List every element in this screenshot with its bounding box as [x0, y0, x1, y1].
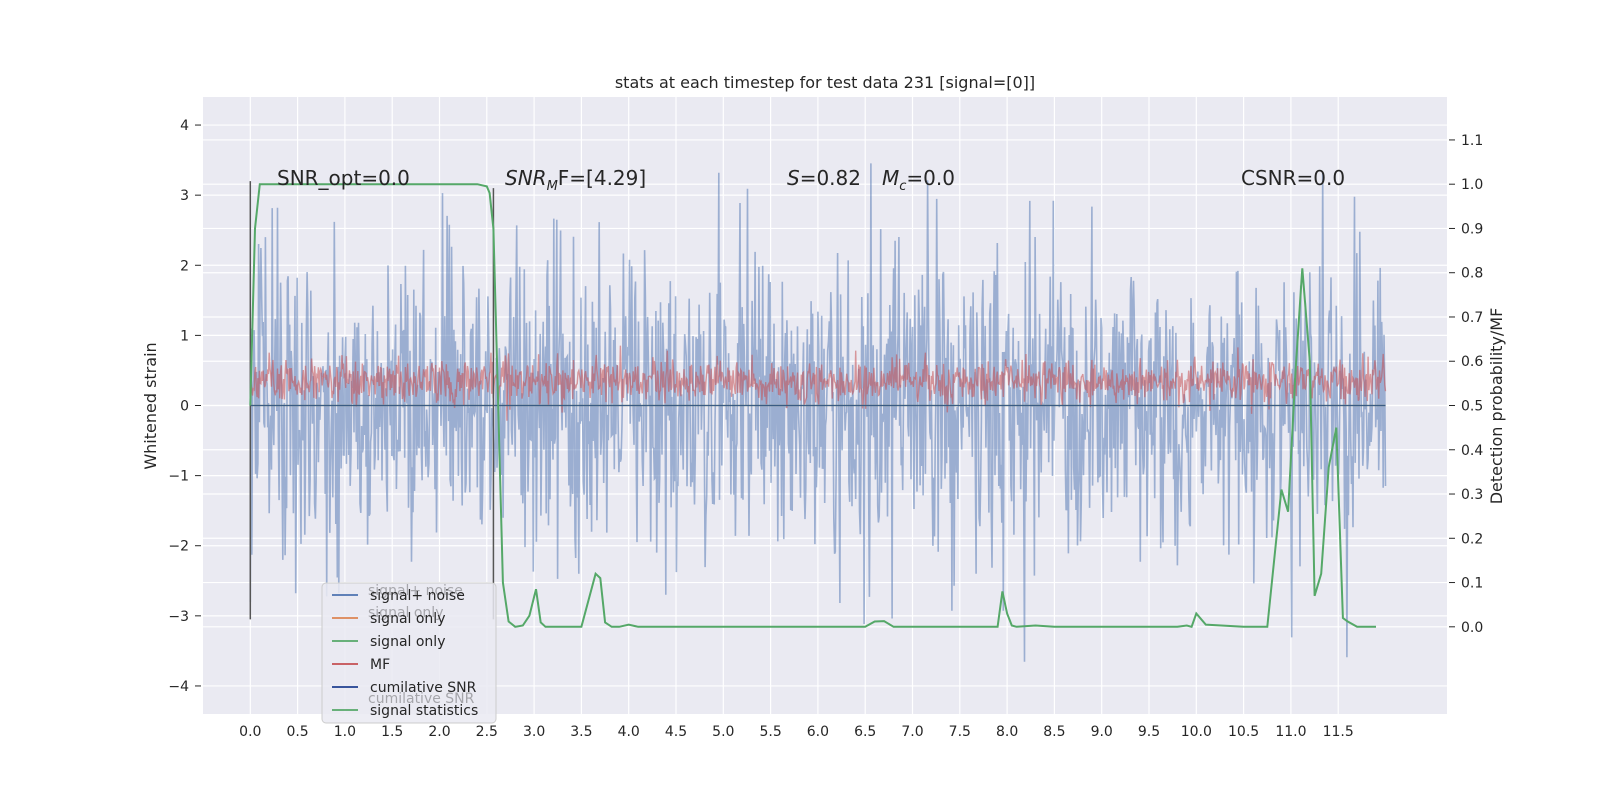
legend-ghost-label: signal+ noise	[368, 583, 463, 599]
mf-line	[249, 345, 1387, 421]
legend-ghost-label: signal only	[368, 605, 443, 621]
series-mf	[249, 345, 1387, 421]
x-tick-label: 3.5	[570, 724, 592, 740]
annotation-mc: Mc=0.0	[882, 166, 955, 194]
x-tick-label: 4.0	[618, 724, 640, 740]
x-axis-ticks: 0.0 0.5 1.0 1.5 2.0 2.5 3.0 3.5 4.0 4.5 5.0 5.5 6.0 6…	[239, 724, 1354, 740]
legend-label: signal+ noise	[370, 588, 465, 604]
x-tick-label: 2.0	[428, 724, 450, 740]
y2-tick-label: 1.0	[1461, 177, 1483, 193]
x-tick-label: 11.0	[1275, 724, 1306, 740]
annotation-snr-mf-tail: F=[4.29]	[558, 166, 646, 190]
y2-tick-label: 1.1	[1461, 133, 1483, 149]
annotation-s-tail: =0.82	[800, 166, 861, 190]
x-tick-label: 9.5	[1138, 724, 1160, 740]
annotation-snr-mf-sub: M	[547, 179, 558, 194]
legend-ghost-label: cumilative SNR	[368, 691, 475, 707]
y2-axis-ticks: 1.1 1.0 0.9 0.8 0.7 0.6 0.5 0.4 0.3 0.2 0.1 0.0	[1449, 133, 1483, 636]
x-tick-label: 11.5	[1323, 724, 1354, 740]
x-tick-label: 8.5	[1043, 724, 1065, 740]
annotation-csnr: CSNR=0.0	[1241, 166, 1345, 190]
x-tick-label: 1.5	[381, 724, 403, 740]
y2-tick-label: 0.5	[1461, 399, 1483, 415]
x-tick-label: 7.5	[949, 724, 971, 740]
x-tick-label: 5.0	[712, 724, 734, 740]
x-tick-label: 6.0	[807, 724, 829, 740]
y2-tick-label: 0.6	[1461, 354, 1483, 370]
annotation-s: S=0.82	[787, 166, 861, 190]
y2-tick-label: 0.0	[1461, 620, 1483, 636]
legend-label: cumilative SNR	[370, 680, 477, 696]
x-tick-label: 1.0	[334, 724, 356, 740]
x-tick-label: 2.5	[476, 724, 498, 740]
series-signal-statistics	[249, 183, 1376, 629]
y-tick-label: 4	[180, 118, 189, 134]
y-tick-label: −3	[168, 609, 189, 625]
y2-tick-label: 0.9	[1461, 221, 1483, 237]
x-tick-label: 3.0	[523, 724, 545, 740]
x-tick-label: 0.0	[239, 724, 261, 740]
x-tick-label: 4.5	[665, 724, 687, 740]
y2-tick-label: 0.7	[1461, 310, 1483, 326]
annotation-mc-sub: c	[899, 179, 906, 194]
x-tick-label: 6.5	[854, 724, 876, 740]
legend-label: signal only	[370, 611, 445, 627]
annotation-snr-mf: SNRMF=[4.29]	[505, 166, 646, 194]
legend-label: signal only	[370, 634, 445, 650]
signal-statistics-line	[249, 183, 1376, 629]
y2-tick-label: 0.8	[1461, 266, 1483, 282]
y-axis-ticks: 4 3 2 1 0 −1 −2 −3 −4	[168, 118, 201, 695]
y2-tick-label: 0.3	[1461, 487, 1483, 503]
y-tick-label: 2	[180, 258, 189, 274]
annotation-snr-mf-main: SNR	[505, 166, 547, 190]
legend-label: signal statistics	[370, 703, 478, 719]
chart-title: stats at each timestep for test data 231…	[615, 73, 1035, 92]
x-tick-label: 5.5	[759, 724, 781, 740]
annotation-s-main: S	[787, 166, 800, 190]
y2-tick-label: 0.2	[1461, 531, 1483, 547]
y2-axis-label: Detection probability/MF	[1487, 308, 1506, 505]
x-tick-label: 9.0	[1091, 724, 1113, 740]
x-tick-label: 10.5	[1228, 724, 1259, 740]
y-tick-label: 3	[180, 188, 189, 204]
annotation-mc-tail: =0.0	[906, 166, 955, 190]
y-axis-label: Whitened strain	[141, 342, 160, 469]
y-tick-label: 0	[180, 399, 189, 415]
x-tick-label: 8.0	[996, 724, 1018, 740]
x-tick-label: 10.0	[1181, 724, 1212, 740]
annotation-mc-main: M	[882, 166, 899, 190]
y-tick-label: −2	[168, 539, 189, 555]
y-tick-label: 1	[180, 328, 189, 344]
y2-tick-label: 0.4	[1461, 443, 1483, 459]
legend-box	[321, 582, 497, 724]
y2-tick-label: 0.1	[1461, 576, 1483, 592]
x-tick-label: 0.5	[286, 724, 308, 740]
x-tick-label: 7.0	[901, 724, 923, 740]
y-tick-label: −1	[168, 469, 189, 485]
annotation-snr-opt: SNR_opt=0.0	[277, 166, 410, 190]
legend-label: MF	[370, 657, 390, 673]
y-tick-label: −4	[168, 679, 189, 695]
